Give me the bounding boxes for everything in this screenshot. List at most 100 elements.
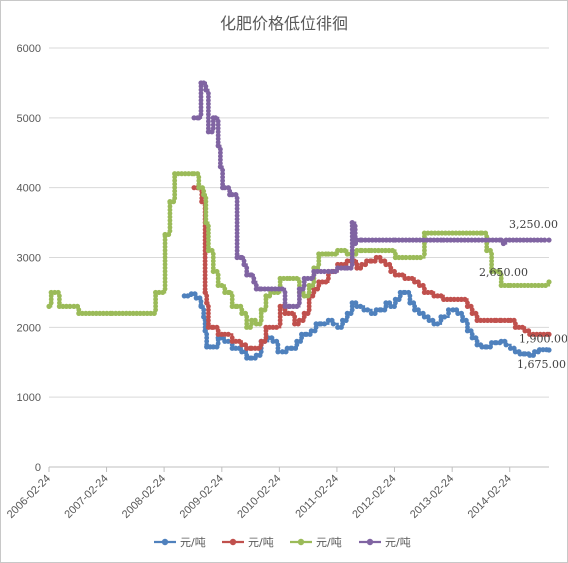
- data-marker: [417, 254, 424, 261]
- data-marker: [210, 125, 216, 131]
- data-marker: [352, 230, 358, 236]
- data-marker: [234, 213, 240, 219]
- data-marker: [234, 248, 240, 254]
- y-tick-label: 0: [35, 462, 41, 474]
- data-marker: [202, 269, 208, 275]
- data-marker: [234, 206, 240, 212]
- data-marker: [206, 223, 211, 229]
- data-marker: [206, 317, 211, 323]
- data-point: [546, 237, 552, 243]
- series-3: [46, 171, 552, 330]
- data-marker: [162, 262, 168, 267]
- data-marker: [153, 307, 158, 313]
- legend-label: 元/吨: [385, 536, 411, 549]
- data-marker: [489, 251, 495, 257]
- data-marker: [215, 136, 221, 142]
- data-marker: [244, 314, 250, 320]
- data-point: [160, 289, 166, 296]
- data-marker: [349, 244, 355, 250]
- data-marker: [67, 303, 73, 309]
- data-marker: [462, 296, 468, 302]
- data-marker: [277, 310, 283, 316]
- data-marker: [210, 251, 216, 257]
- data-point: [546, 279, 552, 285]
- x-axis-ticks: 2006-02-24 2007-02-24 2008-02-24 2009-02-24…: [5, 473, 514, 521]
- data-marker: [258, 317, 264, 323]
- data-marker: [263, 335, 269, 341]
- data-marker: [206, 234, 211, 239]
- data-marker: [206, 122, 211, 128]
- data-marker: [277, 314, 283, 320]
- data-marker: [389, 247, 396, 254]
- data-marker: [162, 244, 168, 250]
- data-marker: [234, 195, 240, 201]
- y-tick-label: 2000: [17, 322, 41, 334]
- data-marker: [162, 258, 168, 264]
- data-marker: [441, 314, 448, 320]
- data-marker: [206, 91, 211, 96]
- data-marker: [349, 307, 355, 313]
- data-point: [212, 115, 219, 121]
- data-marker: [202, 317, 208, 323]
- data-marker: [263, 331, 269, 337]
- data-marker: [296, 279, 302, 285]
- gridlines: [48, 47, 549, 472]
- data-marker: [206, 237, 211, 243]
- data-marker: [202, 234, 208, 240]
- x-tick-label: 2009-02-24: [178, 473, 226, 521]
- y-tick-label: 1000: [17, 392, 41, 404]
- data-marker: [364, 307, 371, 313]
- data-marker: [201, 307, 207, 313]
- x-tick-label: 2006-02-24: [5, 473, 53, 521]
- data-marker: [202, 227, 208, 233]
- data-marker: [153, 296, 158, 302]
- data-marker: [215, 132, 221, 138]
- data-marker: [234, 230, 240, 236]
- series-4: [191, 80, 552, 309]
- data-marker: [203, 206, 209, 212]
- data-marker: [204, 293, 210, 299]
- data-marker: [162, 272, 168, 278]
- data-marker: [167, 211, 173, 216]
- data-marker: [172, 195, 178, 201]
- data-marker: [206, 303, 211, 309]
- data-marker: [57, 297, 62, 302]
- data-marker: [220, 174, 226, 180]
- data-marker: [234, 227, 240, 233]
- x-tick-label: 2010-02-24: [235, 473, 283, 521]
- data-marker: [202, 265, 208, 271]
- data-marker: [206, 108, 211, 114]
- data-marker: [162, 251, 168, 257]
- data-marker: [206, 115, 211, 121]
- data-marker: [244, 265, 250, 271]
- data-marker: [167, 221, 173, 227]
- data-marker: [498, 272, 504, 278]
- data-marker: [349, 251, 355, 257]
- data-marker: [352, 227, 358, 232]
- data-point: [198, 303, 204, 309]
- data-marker: [206, 227, 211, 232]
- data-marker: [206, 307, 211, 313]
- data-marker: [357, 303, 364, 309]
- data-marker: [321, 268, 328, 275]
- x-tick-label: 2012-02-24: [350, 473, 398, 521]
- data-marker: [234, 216, 240, 222]
- data-marker: [487, 344, 493, 350]
- data-marker: [153, 303, 158, 309]
- data-marker: [48, 296, 54, 302]
- data-marker: [202, 255, 208, 261]
- data-marker: [296, 296, 302, 302]
- data-marker: [234, 244, 240, 250]
- data-marker: [279, 286, 285, 292]
- data-marker: [234, 199, 240, 205]
- y-tick-label: 5000: [17, 113, 41, 125]
- data-marker: [244, 317, 250, 323]
- data-marker: [496, 268, 502, 275]
- data-marker: [349, 248, 355, 253]
- end-value-label: 3,250.00: [509, 218, 558, 231]
- data-marker: [167, 204, 173, 209]
- data-marker: [210, 255, 216, 260]
- data-marker: [210, 262, 216, 267]
- data-marker: [434, 321, 441, 327]
